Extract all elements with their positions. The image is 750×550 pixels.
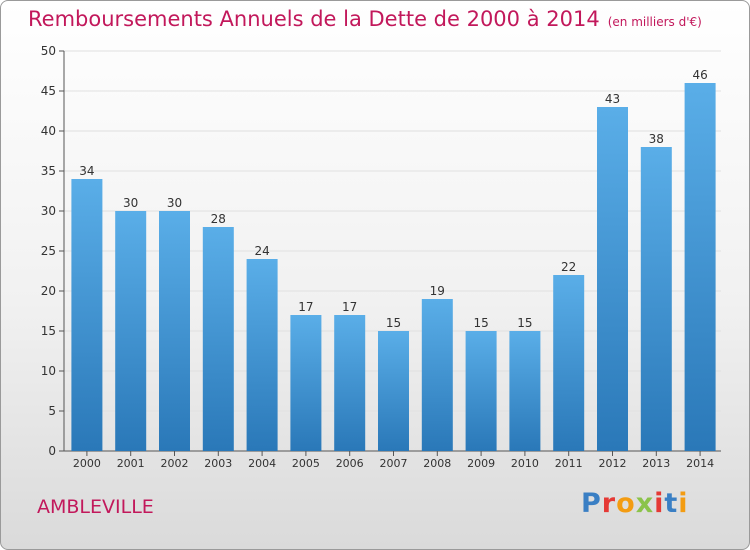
y-tick-label: 25 [41,244,56,258]
logo-letter: i [654,488,665,519]
bar-value-label: 17 [298,300,313,314]
bar [159,211,190,451]
bar-value-label: 43 [605,92,620,106]
bar [684,83,716,451]
logo-letter: t [664,488,679,519]
chart-title-text: Remboursements Annuels de la Dette de 20… [28,7,600,31]
bar [421,299,453,451]
bar-value-label: 38 [649,132,664,146]
bar [202,227,234,451]
proxiti-logo: Proxiti [581,488,689,519]
bar-value-label: 28 [211,212,226,226]
x-tick-label: 2011 [555,457,583,470]
bar-value-label: 24 [254,244,269,258]
chart-title: Remboursements Annuels de la Dette de 20… [28,7,702,31]
y-tick-label: 20 [41,284,56,298]
chart-unit: (en milliers d'€) [607,15,702,29]
commune-name: AMBLEVILLE [37,496,154,518]
bar [553,275,585,451]
bars [71,83,716,451]
x-tick-label: 2004 [248,457,276,470]
x-tick-label: 2008 [423,457,451,470]
y-tick-label: 15 [41,324,56,338]
logo-letter: P [581,488,602,519]
x-tick-label: 2007 [380,457,408,470]
y-tick-label: 35 [41,164,56,178]
logo-letter: i [678,488,689,519]
logo-letter: x [635,488,655,519]
bar [509,331,541,451]
x-tick-label: 2006 [336,457,364,470]
bar [597,107,628,451]
bar [334,315,366,451]
bar-value-label: 15 [386,316,401,330]
bar [640,147,672,451]
y-tick-label: 30 [41,204,56,218]
x-tick-label: 2014 [686,457,714,470]
y-tick-label: 10 [41,364,56,378]
bar [290,315,322,451]
labels: 34 2000 30 2001 30 2002 28 2003 24 2004 17 2005 17 20… [73,68,714,470]
bar-value-label: 22 [561,260,576,274]
x-tick-label: 2000 [73,457,101,470]
bar-value-label: 19 [430,284,445,298]
bar-value-label: 46 [692,68,707,82]
x-tick-label: 2003 [204,457,232,470]
y-tick-label: 5 [48,404,56,418]
bar-value-label: 30 [123,196,138,210]
y-tick-label: 45 [41,84,56,98]
bar-value-label: 15 [473,316,488,330]
x-tick-label: 2001 [117,457,145,470]
x-tick-label: 2013 [642,457,670,470]
x-tick-label: 2010 [511,457,539,470]
x-tick-label: 2002 [161,457,189,470]
x-tick-label: 2012 [599,457,627,470]
bar-value-label: 17 [342,300,357,314]
bar [378,331,409,451]
bar-value-label: 34 [79,164,94,178]
x-tick-label: 2009 [467,457,495,470]
bar [246,259,278,451]
bar-value-label: 15 [517,316,532,330]
bar [465,331,497,451]
y-tick-label: 0 [48,444,56,458]
logo-letter: o [616,488,636,519]
y-tick-label: 40 [41,124,56,138]
bar [115,211,147,451]
logo-letter: r [601,488,617,519]
y-tick-label: 50 [41,44,56,58]
bar [71,179,103,451]
bar-value-label: 30 [167,196,182,210]
x-tick-label: 2005 [292,457,320,470]
